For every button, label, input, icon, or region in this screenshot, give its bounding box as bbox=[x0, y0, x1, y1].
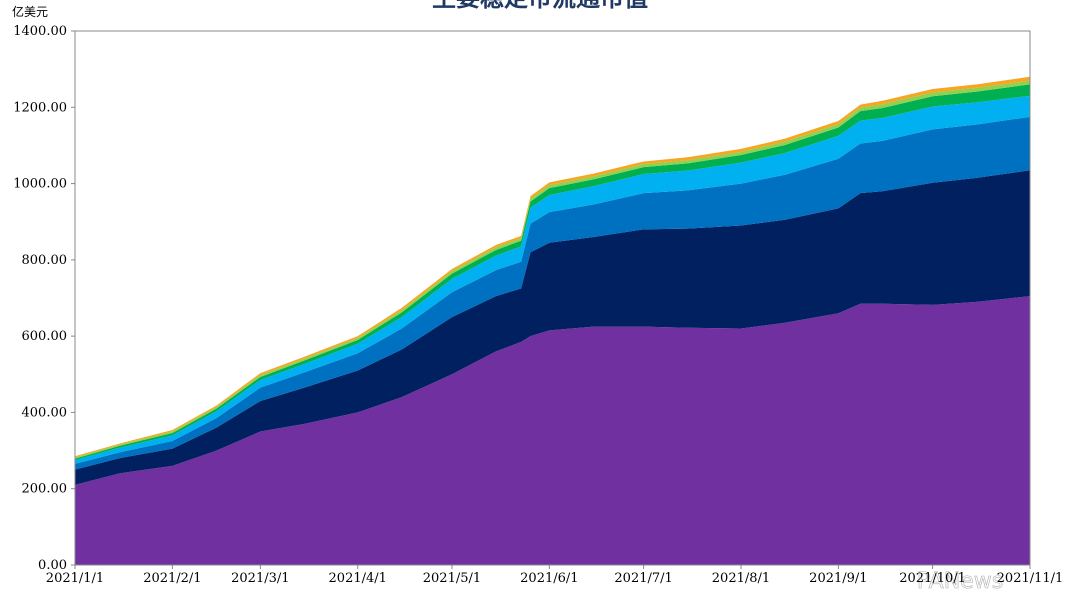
y-tick-label: 1000.00 bbox=[13, 177, 67, 192]
x-tick-label: 2021/11/1 bbox=[997, 571, 1064, 586]
x-tick-label: 2021/2/1 bbox=[143, 571, 201, 586]
chart-title: 主要稳定币流通市值 bbox=[432, 0, 648, 12]
x-tick-label: 2021/4/1 bbox=[329, 571, 387, 586]
x-tick-label: 2021/3/1 bbox=[231, 571, 289, 586]
area bbox=[75, 296, 1030, 565]
y-tick-label: 0.00 bbox=[38, 558, 67, 573]
y-tick-label: 800.00 bbox=[22, 253, 68, 268]
plot-frame bbox=[74, 30, 1031, 566]
x-tick-label: 2021/10/1 bbox=[899, 571, 966, 586]
y-tick-label: 200.00 bbox=[22, 482, 68, 497]
x-tick-label: 2021/8/1 bbox=[712, 571, 770, 586]
area bbox=[75, 170, 1030, 485]
y-tick-label: 400.00 bbox=[22, 405, 68, 420]
x-tick-label: 2021/9/1 bbox=[809, 571, 867, 586]
x-tick-label: 2021/7/1 bbox=[614, 571, 672, 586]
x-tick-label: 2021/5/1 bbox=[423, 571, 481, 586]
y-tick-label: 1200.00 bbox=[13, 100, 67, 115]
x-tick-label: 2021/6/1 bbox=[520, 571, 578, 586]
watermark: PANews bbox=[917, 569, 1003, 594]
x-tick-label: 2021/1/1 bbox=[46, 571, 104, 586]
area bbox=[75, 116, 1030, 470]
y-axis-label: 亿美元 bbox=[12, 4, 48, 19]
y-tick-label: 1400.00 bbox=[13, 24, 67, 39]
y-tick-label: 600.00 bbox=[22, 329, 68, 344]
